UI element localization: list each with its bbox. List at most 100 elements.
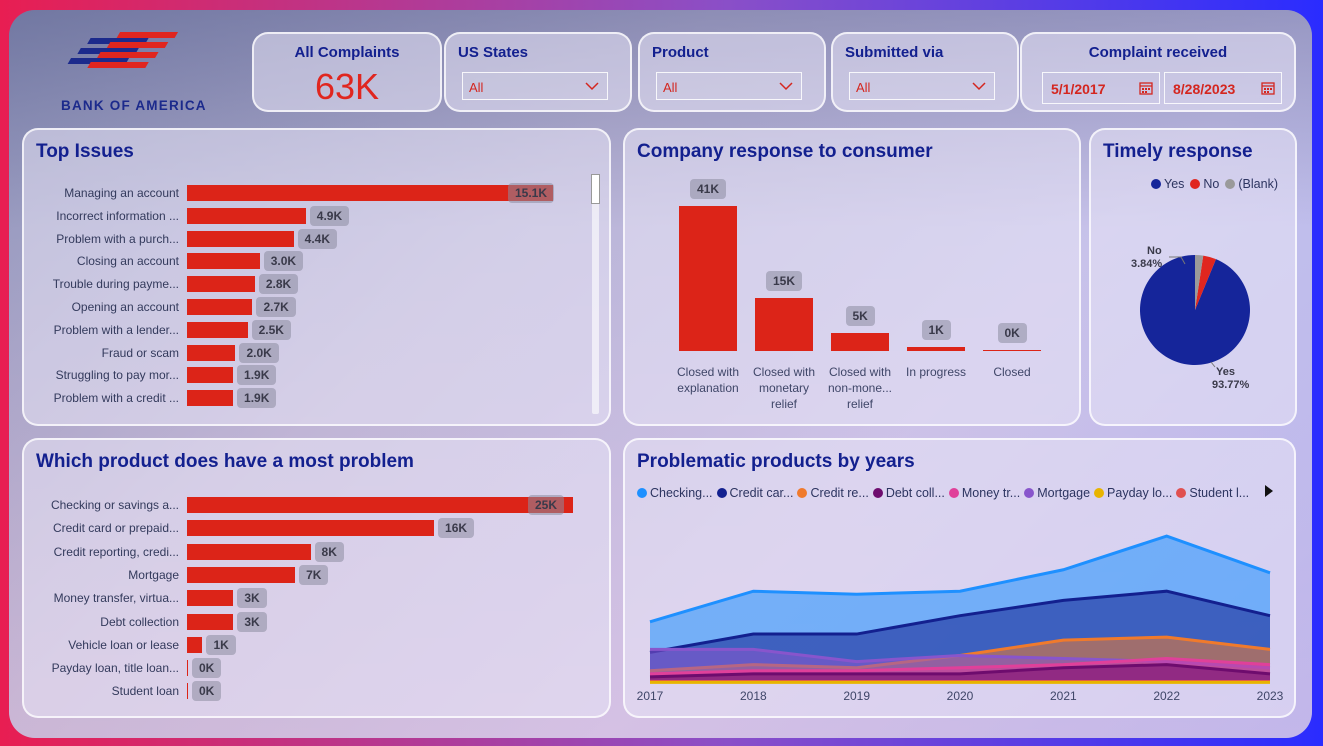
bar-category-label: In progress	[896, 364, 976, 380]
area-series-line[interactable]	[649, 589, 1271, 654]
bar-value-label: 0K	[192, 681, 222, 702]
bar[interactable]	[187, 207, 306, 224]
legend-item[interactable]: Yes	[1151, 177, 1184, 191]
bar[interactable]	[187, 613, 234, 630]
bar-value-label: 8K	[314, 541, 344, 562]
bar[interactable]	[187, 276, 255, 293]
problematic-products-panel: Problematic products by years Checking..…	[623, 438, 1296, 718]
date-from-value: 5/1/2017	[1051, 81, 1106, 97]
bar[interactable]	[983, 349, 1041, 351]
bar-value-label: 41K	[690, 179, 727, 199]
filter-label: Submitted via	[845, 44, 944, 61]
legend-item[interactable]: (Blank)	[1225, 177, 1278, 191]
dropdown-value: All	[663, 80, 678, 95]
bar[interactable]	[907, 347, 965, 351]
bar-value-label: 1K	[921, 320, 951, 340]
bar-row[interactable]: Fraud or scam 2.0K	[24, 342, 594, 363]
bar-category-line: Closed	[993, 365, 1031, 379]
pie-label-yes: Yes	[1216, 366, 1235, 378]
bar-row[interactable]: Credit card or prepaid... 16K	[24, 518, 594, 539]
bar[interactable]	[755, 297, 813, 351]
bar[interactable]	[187, 566, 296, 583]
bar-row[interactable]: Closing an account 3.0K	[24, 251, 594, 272]
legend-item[interactable]: No	[1190, 177, 1219, 191]
legend-item[interactable]: Checking...	[637, 486, 713, 500]
bar-row[interactable]: Problem with a credit ... 1.9K	[24, 388, 594, 409]
pie-leader-line	[1169, 256, 1186, 265]
pie-slice-blank[interactable]	[1195, 255, 1204, 310]
bar-row[interactable]: Money transfer, virtua... 3K	[24, 588, 594, 609]
bar[interactable]	[187, 253, 260, 270]
area-series-line[interactable]	[649, 657, 1271, 676]
bar[interactable]	[187, 185, 553, 201]
bar-value-label: 1.9K	[237, 388, 277, 409]
date-to-input[interactable]: 8/28/2023	[1164, 72, 1282, 104]
bar-row[interactable]: Managing an account 15.1K	[24, 183, 594, 203]
bar[interactable]	[187, 543, 311, 560]
bar[interactable]	[679, 206, 737, 351]
bar-value-label: 15.1K	[508, 183, 555, 203]
scrollbar-thumb[interactable]	[591, 174, 600, 204]
calendar-icon[interactable]	[1261, 81, 1275, 95]
bar[interactable]	[187, 636, 203, 653]
bar-row[interactable]: Incorrect information ... 4.9K	[24, 205, 594, 226]
submitted-via-dropdown[interactable]: All	[849, 72, 995, 100]
bar[interactable]	[187, 367, 234, 384]
bar[interactable]	[187, 497, 573, 513]
legend-item[interactable]: Mortgage	[1024, 486, 1090, 500]
legend-item[interactable]: Money tr...	[948, 486, 1020, 500]
bar-row[interactable]: Opening an account 2.7K	[24, 297, 594, 317]
date-from-input[interactable]: 5/1/2017	[1042, 72, 1160, 104]
bar[interactable]	[187, 299, 253, 315]
bar[interactable]	[187, 590, 234, 607]
bar[interactable]	[187, 321, 248, 338]
area-series-line[interactable]	[649, 534, 1271, 624]
bar-row[interactable]: Payday loan, title loan... 0K	[24, 658, 594, 679]
pie-value-yes: 93.77%	[1212, 379, 1250, 391]
bar-category-line: relief	[846, 397, 873, 411]
legend-item[interactable]: Debt coll...	[872, 486, 945, 500]
legend-item[interactable]: Credit re...	[797, 486, 869, 500]
bar[interactable]	[187, 230, 294, 247]
filter-product: Product All	[638, 32, 826, 112]
filter-label: US States	[458, 44, 529, 61]
bar-category-label: Closed	[972, 364, 1052, 380]
timely-legend: Yes No (Blank)	[1151, 176, 1284, 194]
filter-label: Complaint received	[1088, 44, 1228, 61]
bar-row[interactable]: Struggling to pay mor... 1.9K	[24, 365, 594, 386]
legend-item[interactable]: Credit car...	[716, 486, 793, 500]
bar-row[interactable]: Problem with a purch... 4.4K	[24, 228, 594, 249]
legend-dot-icon	[716, 488, 727, 498]
bar-value-label: 2.0K	[239, 342, 279, 363]
filter-submitted-via: Submitted via All	[831, 32, 1019, 112]
scrollbar[interactable]	[591, 174, 600, 414]
legend-next-icon[interactable]	[1263, 484, 1275, 498]
legend-item[interactable]: Payday lo...	[1094, 486, 1172, 500]
bar-value-label: 16K	[438, 518, 475, 539]
bar-row[interactable]: Vehicle loan or lease 1K	[24, 634, 594, 655]
pie-slice-no[interactable]	[1195, 255, 1216, 310]
bar-row[interactable]: Trouble during payme... 2.8K	[24, 274, 594, 295]
us-states-dropdown[interactable]: All	[462, 72, 608, 100]
calendar-icon[interactable]	[1139, 81, 1153, 95]
bar-row[interactable]: Debt collection 3K	[24, 611, 594, 632]
bar-category-line: Closed with	[828, 365, 892, 379]
bar-row[interactable]: Checking or savings a... 25K	[24, 495, 594, 515]
bar[interactable]	[187, 344, 236, 361]
bar-row[interactable]: Student loan 0K	[24, 681, 594, 702]
product-dropdown[interactable]: All	[656, 72, 802, 100]
bar[interactable]	[187, 390, 234, 407]
area-series-line[interactable]	[649, 663, 1271, 679]
bar-row[interactable]: Problem with a lender... 2.5K	[24, 319, 594, 340]
top-issues-panel: Top Issues Managing an account 15.1K Incor…	[22, 128, 611, 426]
bar[interactable]	[831, 333, 889, 351]
bar-row[interactable]: Mortgage 7K	[24, 564, 594, 585]
bar[interactable]	[187, 520, 435, 537]
bar-row[interactable]: Credit reporting, credi... 8K	[24, 541, 594, 562]
legend-item[interactable]: Student l...	[1176, 486, 1249, 500]
bar-category-line: In progress	[905, 365, 967, 379]
bar-category-label: Credit card or prepaid...	[52, 521, 179, 536]
bar[interactable]	[187, 660, 188, 677]
bar[interactable]	[187, 683, 188, 700]
